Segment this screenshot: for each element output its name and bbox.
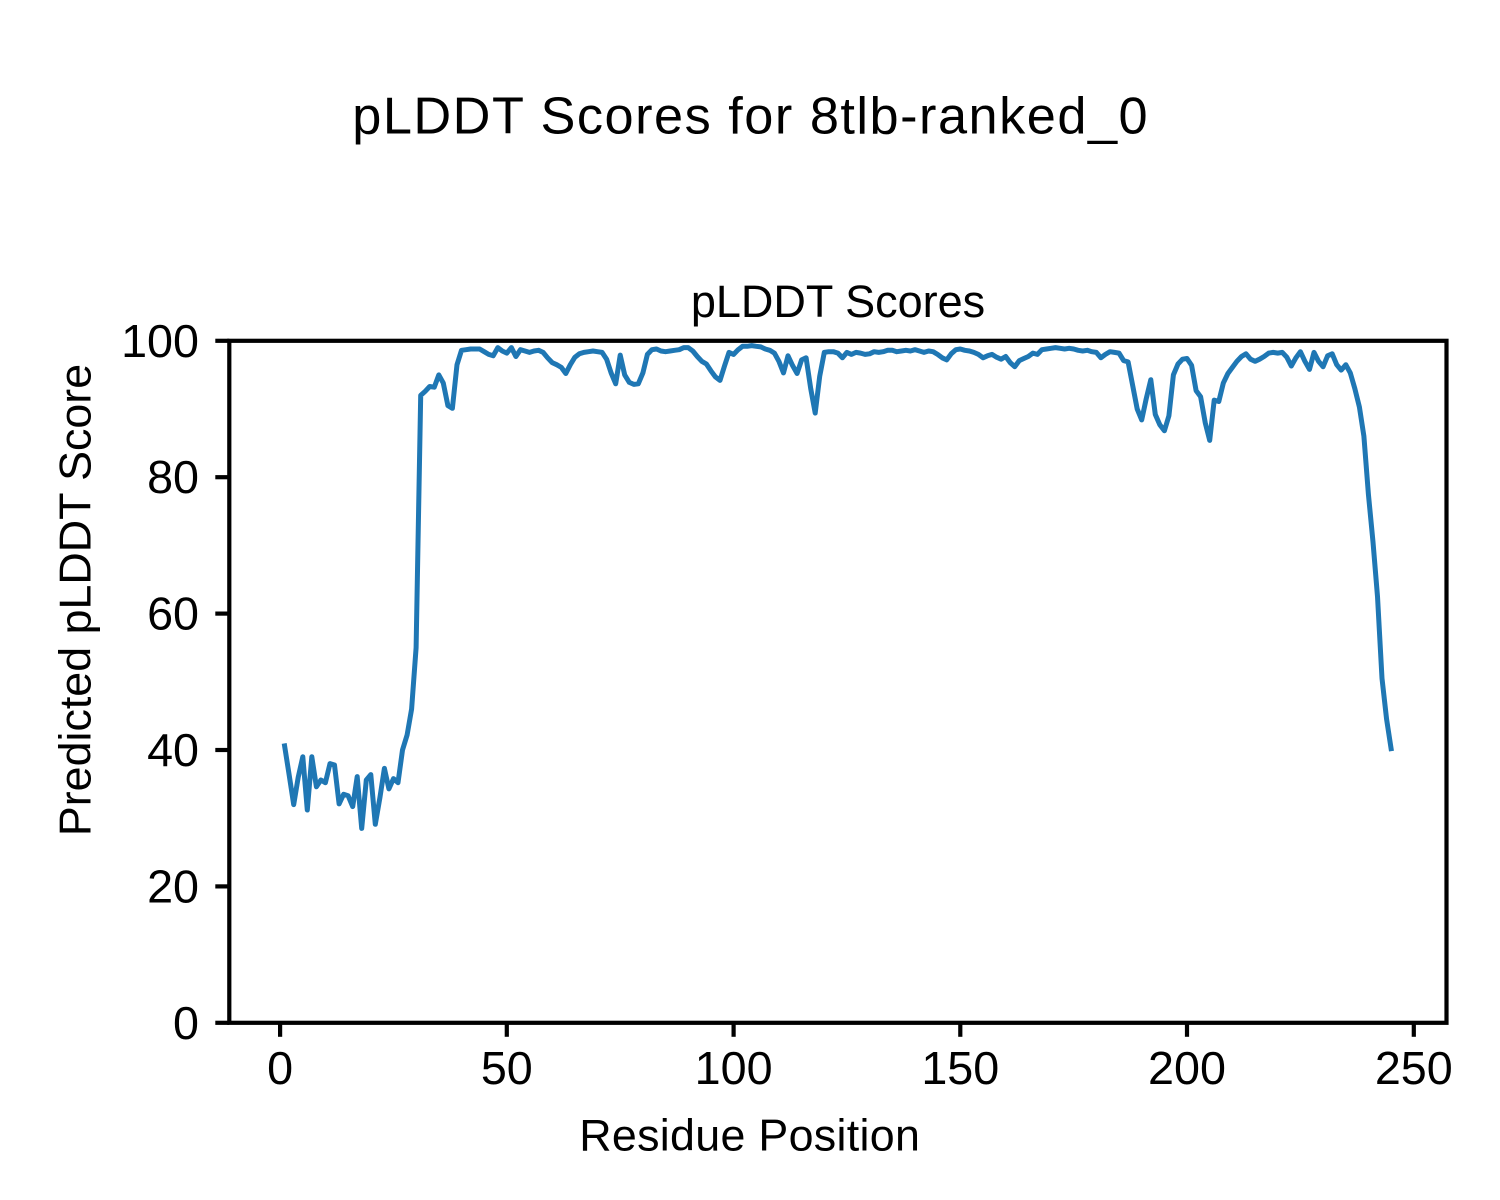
svg-text:pLDDT Scores: pLDDT Scores [691, 276, 985, 327]
svg-text:150: 150 [921, 1042, 999, 1094]
svg-text:pLDDT Scores for 8tlb-ranked_0: pLDDT Scores for 8tlb-ranked_0 [352, 88, 1149, 146]
svg-text:0: 0 [173, 997, 199, 1049]
svg-text:0: 0 [267, 1042, 293, 1094]
svg-text:80: 80 [147, 451, 199, 503]
svg-text:100: 100 [695, 1042, 773, 1094]
svg-text:Predicted pLDDT Score: Predicted pLDDT Score [51, 364, 101, 836]
svg-text:200: 200 [1148, 1042, 1226, 1094]
svg-text:250: 250 [1375, 1042, 1453, 1094]
svg-text:50: 50 [481, 1042, 533, 1094]
svg-text:20: 20 [147, 860, 199, 912]
svg-text:40: 40 [147, 724, 199, 776]
svg-text:60: 60 [147, 588, 199, 640]
svg-text:Residue Position: Residue Position [579, 1110, 920, 1160]
svg-text:100: 100 [121, 315, 199, 367]
